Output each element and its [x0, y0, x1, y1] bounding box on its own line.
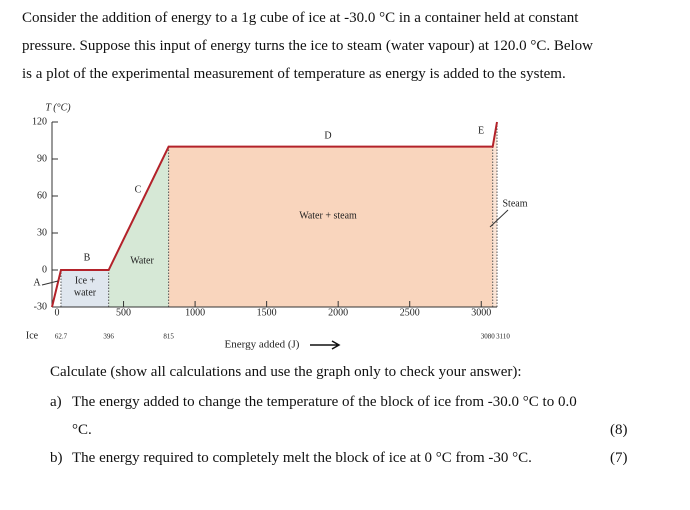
y-tick-label: -30 [34, 301, 47, 312]
phase-region [60, 270, 109, 307]
x-tick-label: 2500 [400, 307, 420, 318]
region-label: water [74, 287, 97, 298]
region-label: C [135, 184, 142, 195]
phase-region [168, 146, 493, 307]
region-label: Ice [26, 330, 39, 341]
question-prompt: Calculate (show all calculations and use… [50, 364, 522, 380]
y-tick-label: 120 [32, 116, 47, 127]
y-tick-label: 30 [37, 227, 47, 238]
intro-line: Consider the addition of energy to a 1g … [22, 10, 579, 26]
part-text: °C. [72, 422, 92, 438]
pointer-arrow [41, 280, 59, 286]
x-tick-label: 1000 [185, 307, 205, 318]
region-label: B [84, 252, 91, 263]
x-tick-label: 3000 [471, 307, 491, 318]
x-point-label: 0 [55, 307, 60, 318]
y-tick-label: 60 [37, 190, 47, 201]
region-label: E [478, 125, 484, 136]
region-label: Water [130, 255, 154, 266]
part-label: b) [50, 450, 63, 466]
x-tick-label: 1500 [257, 307, 277, 318]
x-point-label: 396 [103, 333, 114, 341]
x-point-label: 62.7 [55, 333, 68, 341]
y-tick-label: 90 [37, 153, 47, 164]
x-point-label: 3080 [481, 333, 496, 341]
region-label: Ice + [75, 275, 96, 286]
x-axis-arrow [310, 340, 341, 350]
part-marks: (8) [610, 422, 628, 438]
temperature-line [51, 121, 498, 308]
region-label: Water + steam [299, 210, 357, 221]
x-point-label: 3110 [496, 333, 510, 341]
part-text: The energy required to completely melt t… [72, 450, 532, 466]
y-axis-label: T (°C) [45, 102, 71, 113]
pointer-arrow [489, 209, 509, 228]
intro-line: is a plot of the experimental measuremen… [22, 66, 566, 82]
region-label: D [324, 130, 331, 141]
x-axis-label: Energy added (J) [225, 339, 300, 351]
phase-region [108, 146, 169, 307]
part-label: a) [50, 394, 62, 410]
x-point-label: 815 [163, 333, 174, 341]
y-tick-label: 0 [42, 264, 47, 275]
region-label: Steam [503, 198, 528, 209]
intro-line: pressure. Suppose this input of energy t… [22, 38, 594, 54]
part-text: The energy added to change the temperatu… [72, 394, 577, 410]
x-tick-label: 2000 [328, 307, 348, 318]
part-marks: (7) [610, 450, 628, 466]
region-label: A [33, 277, 41, 288]
chart: 62.7 396 815 3080 3110 0 -30 0 30 60 90 120 500 1000 1… [26, 102, 528, 351]
phase-region [492, 122, 497, 307]
x-tick-label: 500 [116, 307, 131, 318]
